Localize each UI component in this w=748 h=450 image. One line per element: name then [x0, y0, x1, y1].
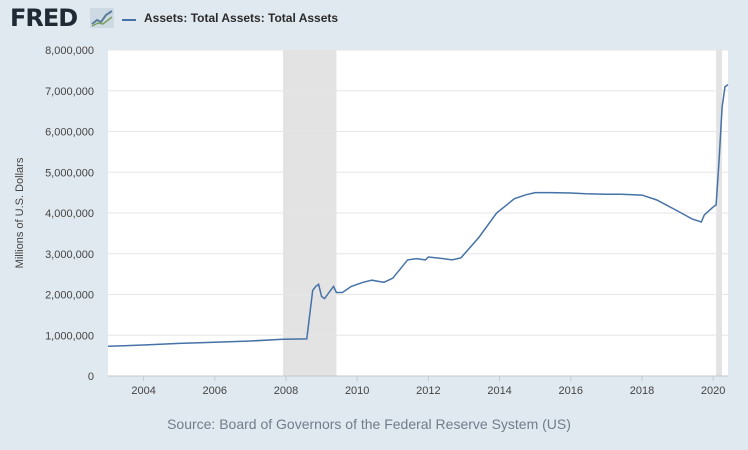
x-tick-label: 2016 [559, 385, 583, 397]
x-tick-label: 2010 [345, 385, 369, 397]
y-axis-label: Millions of U.S. Dollars [14, 157, 26, 268]
x-axis-ticks: 2004 2006 2008 2010 2012 2014 2016 2018 2020 [131, 376, 725, 397]
series-line [107, 83, 729, 348]
chart-header: FRED Assets: Total Assets: Total Assets [0, 0, 748, 40]
source-note: Source: Board of Governors of the Federa… [167, 416, 571, 432]
x-tick-label: 2006 [203, 385, 227, 397]
y-tick-label: 6,000,000 [45, 127, 94, 139]
legend-label: Assets: Total Assets: Total Assets [144, 11, 339, 25]
y-tick-label: 1,000,000 [45, 330, 94, 342]
y-axis-ticks: 0 1,000,000 2,000,000 3,000,000 4,000,000 5,0… [45, 45, 94, 383]
y-tick-label: 0 [88, 371, 94, 383]
legend-swatch [122, 19, 136, 21]
y-tick-label: 5,000,000 [45, 167, 94, 179]
x-tick-label: 2018 [630, 385, 654, 397]
fred-graph-icon [90, 8, 114, 28]
x-tick-label: 2012 [416, 385, 440, 397]
fred-logo[interactable]: FRED [10, 4, 78, 32]
x-tick-label: 2004 [131, 385, 155, 397]
gridlines [108, 49, 728, 377]
x-tick-label: 2020 [701, 385, 725, 397]
x-tick-label: 2014 [487, 385, 511, 397]
x-tick-label: 2008 [274, 385, 298, 397]
y-tick-label: 8,000,000 [45, 45, 94, 57]
y-tick-label: 4,000,000 [45, 208, 94, 220]
y-tick-label: 7,000,000 [45, 86, 94, 98]
y-tick-label: 3,000,000 [45, 249, 94, 261]
y-tick-label: 2,000,000 [45, 290, 94, 302]
